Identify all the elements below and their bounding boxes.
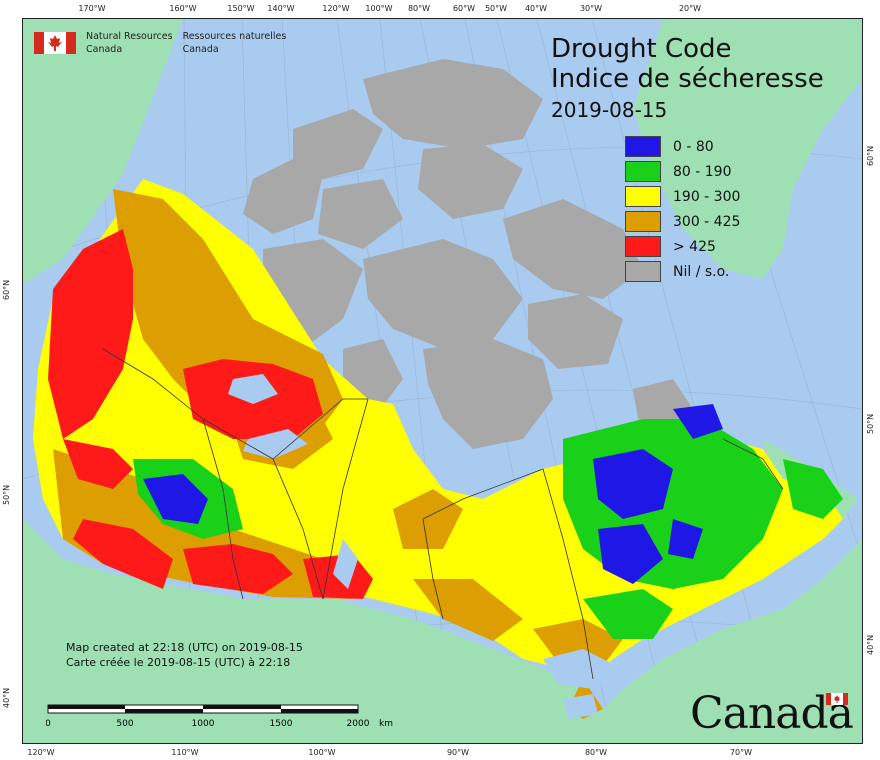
lakes bbox=[228, 374, 623, 719]
graticule-label-left: 60°N bbox=[2, 279, 11, 300]
map-frame bbox=[22, 18, 863, 744]
agency-name-fr-line: Ressources naturelles bbox=[182, 31, 287, 42]
legend-label: 190 - 300 bbox=[673, 188, 741, 205]
graticule-label-top: 50°W bbox=[484, 4, 508, 13]
graticule-label-top: 150°W bbox=[227, 4, 255, 13]
land-outside-canada bbox=[23, 19, 862, 743]
graticule-label-top: 80°W bbox=[407, 4, 431, 13]
legend-label: 80 - 190 bbox=[673, 163, 732, 180]
graticule-label-top: 30°W bbox=[579, 4, 603, 13]
graticule-label-bottom: 120°W bbox=[27, 748, 55, 757]
graticule-label-bottom: 80°W bbox=[584, 748, 608, 757]
legend-label: Nil / s.o. bbox=[673, 263, 730, 280]
canada-flag-icon bbox=[34, 32, 76, 54]
provincial-borders bbox=[102, 348, 784, 680]
graticule-label-top: 120°W bbox=[322, 4, 350, 13]
arctic-islands bbox=[243, 59, 693, 449]
legend: 0 - 80 80 - 190 190 - 300 300 - 425 > 425 Nil… bbox=[625, 134, 740, 284]
graticule-label-top: 20°W bbox=[678, 4, 702, 13]
graticule-label-top: 170°W bbox=[78, 4, 106, 13]
graticule-label-top: 60°W bbox=[452, 4, 476, 13]
scale-label: 1000 bbox=[192, 719, 215, 729]
scale-label: 1500 bbox=[270, 719, 293, 729]
wordmark-flag-icon bbox=[826, 690, 848, 705]
legend-item: 80 - 190 bbox=[625, 159, 740, 184]
agency-name-fr-line: Canada bbox=[182, 44, 219, 55]
legend-item: > 425 bbox=[625, 234, 740, 259]
graticule-label-right: 60°N bbox=[866, 145, 875, 166]
graticule-label-bottom: 70°W bbox=[729, 748, 753, 757]
agency-name-en-line: Canada bbox=[86, 44, 123, 55]
credit-line-en: Map created at 22:18 (UTC) on 2019-08-15 bbox=[66, 641, 303, 654]
nrcan-signature: Natural Resources Canada Ressources natu… bbox=[34, 30, 286, 56]
map-title: Drought Code Indice de sécheresse 2019-0… bbox=[551, 34, 824, 124]
scale-unit: km bbox=[379, 719, 393, 729]
legend-item: 300 - 425 bbox=[625, 209, 740, 234]
legend-item: 190 - 300 bbox=[625, 184, 740, 209]
agency-name-fr: Ressources naturelles Canada bbox=[183, 30, 287, 56]
graticule-label-bottom: 110°W bbox=[171, 748, 199, 757]
legend-swatch bbox=[625, 236, 661, 257]
graticule-label-top: 160°W bbox=[169, 4, 197, 13]
graticule-label-top: 100°W bbox=[365, 4, 393, 13]
map-canvas bbox=[23, 19, 862, 743]
agency-name-en-line: Natural Resources bbox=[86, 31, 173, 42]
credit-line-fr: Carte créée le 2019-08-15 (UTC) à 22:18 bbox=[66, 656, 291, 669]
graticule-label-left: 40°N bbox=[2, 687, 11, 708]
legend-item: 0 - 80 bbox=[625, 134, 740, 159]
scale-label: 2000 bbox=[347, 719, 370, 729]
legend-swatch bbox=[625, 136, 661, 157]
legend-swatch bbox=[625, 161, 661, 182]
graticule-label-bottom: 100°W bbox=[308, 748, 336, 757]
legend-label: 0 - 80 bbox=[673, 138, 714, 155]
legend-item: Nil / s.o. bbox=[625, 259, 740, 284]
graticule-label-bottom: 90°W bbox=[446, 748, 470, 757]
title-french: Indice de sécheresse bbox=[551, 64, 824, 94]
drought-class-0-80 bbox=[143, 404, 723, 584]
legend-label: 300 - 425 bbox=[673, 213, 741, 230]
title-date: 2019-08-15 bbox=[551, 98, 668, 122]
graticule-label-right: 50°N bbox=[866, 413, 875, 434]
scale-label: 500 bbox=[116, 719, 133, 729]
graticule-label-right: 40°N bbox=[866, 634, 875, 655]
agency-name-en: Natural Resources Canada bbox=[86, 30, 173, 56]
legend-swatch bbox=[625, 186, 661, 207]
graticule-label-top: 140°W bbox=[267, 4, 295, 13]
scale-label: 0 bbox=[46, 719, 51, 729]
graticule-label-left: 50°N bbox=[2, 484, 11, 505]
legend-swatch bbox=[625, 211, 661, 232]
graticule-label-top: 40°W bbox=[524, 4, 548, 13]
scale-bar: 0 500 1000 1500 2000 km bbox=[45, 703, 406, 733]
legend-swatch bbox=[625, 261, 661, 282]
title-english: Drought Code bbox=[551, 34, 732, 64]
legend-label: > 425 bbox=[673, 238, 716, 255]
map-credit: Map created at 22:18 (UTC) on 2019-08-15… bbox=[66, 640, 303, 670]
